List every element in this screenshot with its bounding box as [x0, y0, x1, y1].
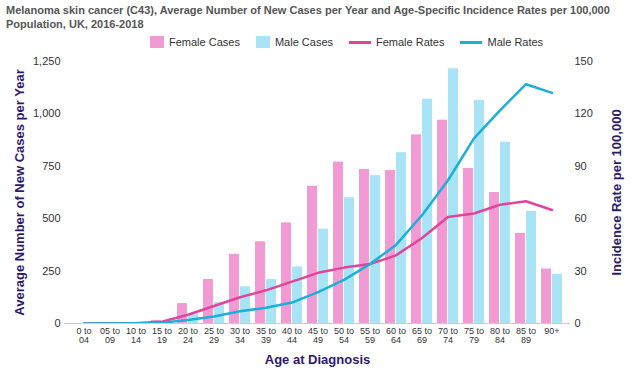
svg-text:35 to39: 35 to39 [256, 326, 276, 345]
svg-text:40 to44: 40 to44 [282, 326, 302, 345]
svg-text:150: 150 [575, 55, 593, 67]
svg-text:1,000: 1,000 [33, 107, 61, 119]
svg-text:30 to34: 30 to34 [230, 326, 250, 345]
svg-text:Age at Diagnosis: Age at Diagnosis [265, 352, 370, 367]
svg-text:45 to49: 45 to49 [308, 326, 328, 345]
html-text:Male Cases: Male Cases [274, 36, 333, 48]
svg-text:80 to84: 80 to84 [490, 326, 510, 345]
svg-text:120: 120 [575, 107, 593, 119]
svg-text:05 to09: 05 to09 [100, 326, 120, 345]
svg-text:25 to29: 25 to29 [204, 326, 224, 345]
svg-text:0: 0 [54, 317, 60, 329]
svg-text:1,250: 1,250 [33, 55, 61, 67]
svg-text:250: 250 [42, 265, 60, 277]
svg-text:30: 30 [575, 265, 587, 277]
svg-text:500: 500 [42, 212, 60, 224]
svg-text:10 to14: 10 to14 [126, 326, 146, 345]
svg-text:60 to64: 60 to64 [386, 326, 406, 345]
svg-text:70 to74: 70 to74 [438, 326, 458, 345]
svg-text:Incidence Rate per 100,000: Incidence Rate per 100,000 [609, 109, 624, 275]
svg-text:50 to54: 50 to54 [334, 326, 354, 345]
svg-text:Average Number of New Cases pe: Average Number of New Cases per Year [12, 69, 27, 315]
html-text:Female Cases: Female Cases [169, 36, 240, 48]
svg-text:0: 0 [575, 317, 581, 329]
svg-text:0 to04: 0 to04 [76, 326, 91, 345]
svg-text:750: 750 [42, 160, 60, 172]
html-text:Male Rates: Male Rates [487, 36, 544, 48]
html-text:Female Rates: Female Rates [376, 36, 445, 48]
svg-text:55 to59: 55 to59 [360, 326, 380, 345]
svg-text:90: 90 [575, 160, 587, 172]
svg-text:20 to24: 20 to24 [178, 326, 198, 345]
svg-text:65 to69: 65 to69 [412, 326, 432, 345]
svg-text:90+: 90+ [544, 326, 559, 336]
html-text:Melanoma skin cancer (C43), Av: Melanoma skin cancer (C43), Average Numb… [6, 4, 610, 30]
svg-text:15 to19: 15 to19 [152, 326, 172, 345]
svg-text:75 to79: 75 to79 [464, 326, 484, 345]
svg-text:60: 60 [575, 212, 587, 224]
svg-text:85 to89: 85 to89 [516, 326, 536, 345]
